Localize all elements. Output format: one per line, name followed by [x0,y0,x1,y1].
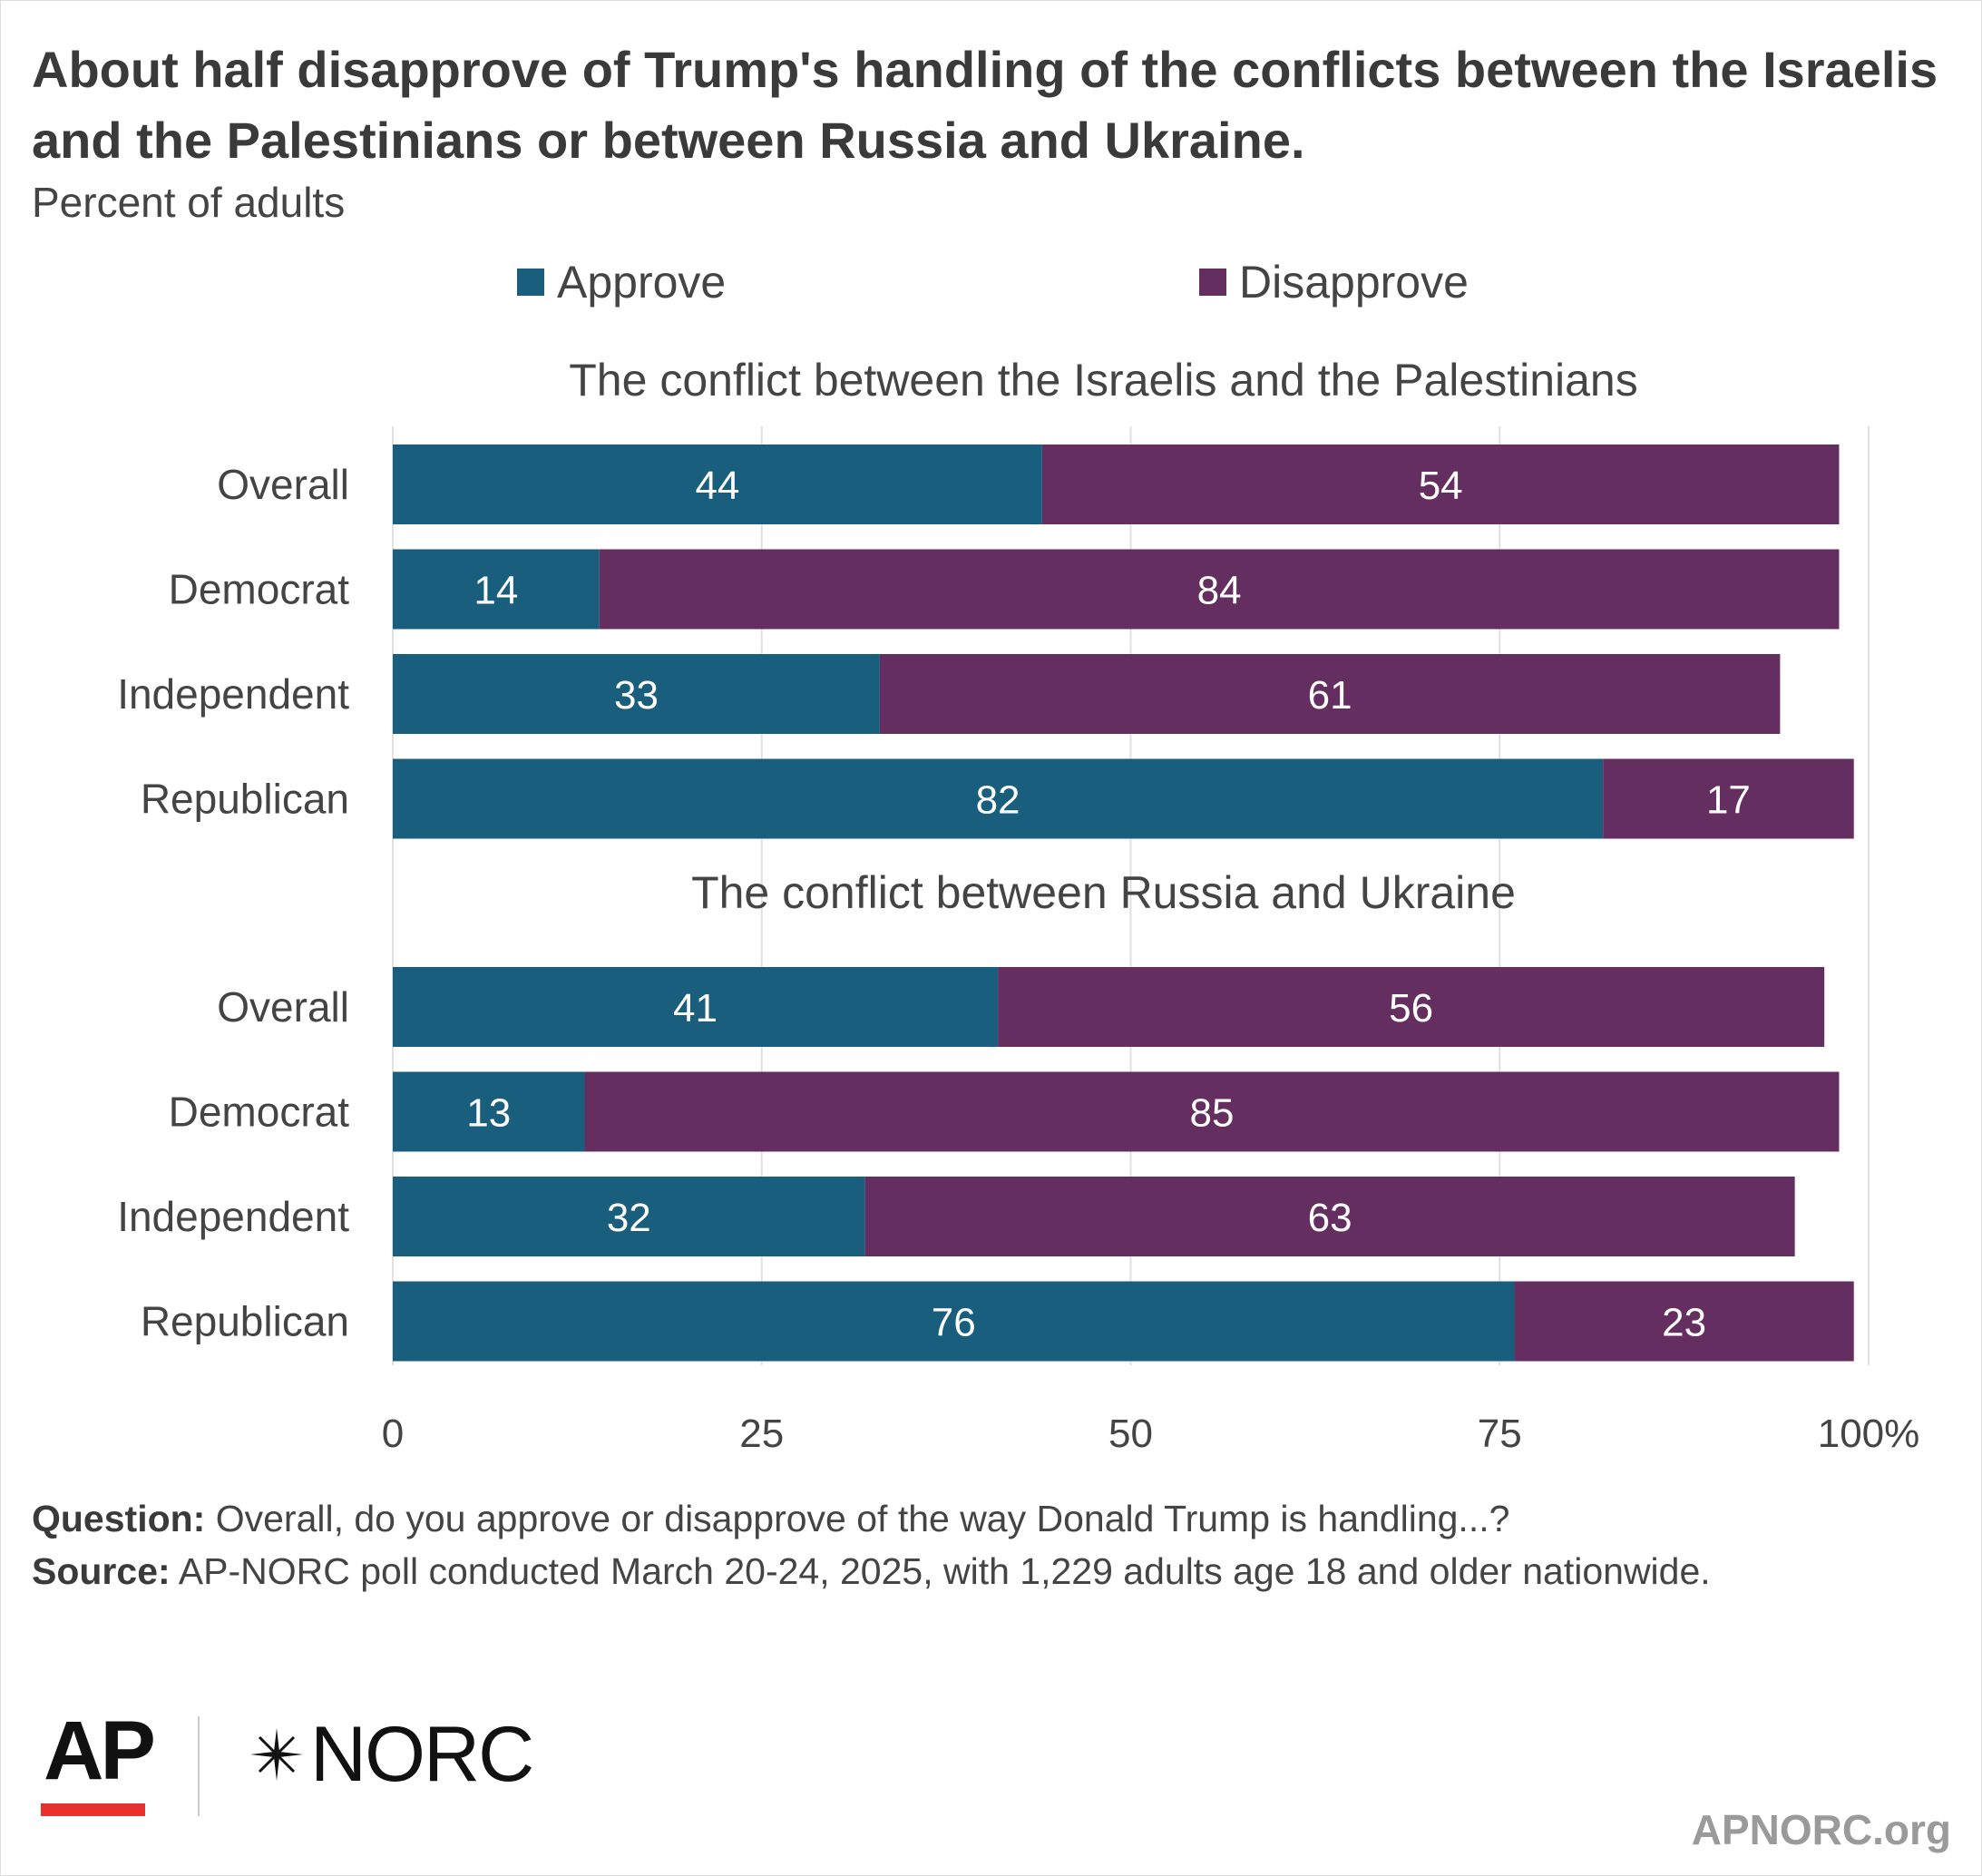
bar-segment-approve [393,549,600,630]
category-label: Republican [141,776,349,823]
x-tick-label: 75 [1478,1412,1522,1456]
category-label: Independent [117,670,349,718]
bar-segment-disapprove [879,654,1781,734]
data-label: 84 [1197,569,1242,613]
bar-segment-disapprove [599,549,1840,630]
data-label: 41 [673,986,718,1031]
data-label: 85 [1190,1091,1235,1136]
bar-segment-approve [393,758,1604,839]
legend-label-disapprove: Disapprove [1239,257,1469,308]
data-label: 17 [1706,778,1751,823]
data-label: 32 [607,1196,651,1240]
bar-segment-disapprove [1603,758,1854,839]
source-label: Source: [32,1550,171,1592]
ap-logo: AP [44,1705,156,1797]
question-text: Overall, do you approve or disapprove of… [205,1498,1510,1539]
x-tick-label: 0 [382,1412,404,1456]
category-label: Independent [117,1193,349,1240]
bar-segment-disapprove [864,1177,1795,1256]
category-label: Democrat [169,566,350,613]
data-label: 63 [1308,1196,1352,1240]
x-tick-label: 100% [1818,1412,1920,1456]
legend: Approve Disapprove [0,256,1982,319]
bar-segment-disapprove [1041,445,1840,524]
bar-segment-approve [393,1281,1515,1362]
question-label: Question: [32,1498,206,1539]
source-text: AP-NORC poll conducted March 20-24, 2025… [170,1550,1711,1592]
data-label: 14 [474,569,518,613]
legend-item-approve: Approve [517,256,726,308]
legend-label-approve: Approve [557,257,727,308]
data-label: 76 [932,1301,976,1345]
data-label: 56 [1389,986,1433,1031]
source-note: Source: AP-NORC poll conducted March 20-… [32,1545,1937,1598]
category-label: Overall [217,983,349,1031]
data-label: 82 [976,778,1020,823]
bar-segment-disapprove [584,1071,1840,1152]
data-label: 33 [614,673,659,718]
bar-chart: 0 25 50 75 100% The conflict between the Isra… [117,355,1920,1456]
bar-segment-approve [393,654,880,734]
bar-segment-disapprove [998,967,1825,1047]
question-note: Question: Overall, do you approve or dis… [32,1492,1937,1545]
ap-logo-underline [41,1803,145,1816]
panel-title: The conflict between the Israelis and th… [569,355,1637,405]
norc-star-icon [250,1728,303,1781]
category-label: Democrat [169,1089,350,1136]
category-label: Overall [217,461,349,508]
panel-title: The conflict between Russia and Ukraine [691,867,1516,918]
bar-segment-approve [393,1177,865,1256]
data-label: 23 [1662,1301,1706,1345]
data-label: 61 [1308,673,1352,718]
category-label: Republican [141,1298,349,1345]
norc-logo-text: NORC [310,1711,534,1798]
bar-segment-disapprove [1514,1281,1854,1362]
logo-divider [198,1716,200,1816]
chart-notes: Question: Overall, do you approve or dis… [32,1492,1937,1598]
bar-segment-approve [393,967,999,1047]
site-url: APNORC.org [1691,1806,1951,1853]
legend-swatch-disapprove [1199,269,1226,296]
legend-swatch-approve [517,269,544,296]
chart-subtitle: Percent of adults [32,179,346,226]
bar-segment-approve [393,1071,585,1152]
bar-segment-approve [393,445,1042,524]
x-tick-label: 25 [739,1412,784,1456]
legend-item-disapprove: Disapprove [1199,256,1469,308]
norc-logo: NORC [247,1709,534,1800]
data-label: 44 [695,464,739,508]
data-label: 13 [466,1091,511,1136]
chart-title: About half disapprove of Trump's handlin… [32,41,1938,169]
x-tick-label: 50 [1108,1412,1153,1456]
data-label: 54 [1419,464,1463,508]
